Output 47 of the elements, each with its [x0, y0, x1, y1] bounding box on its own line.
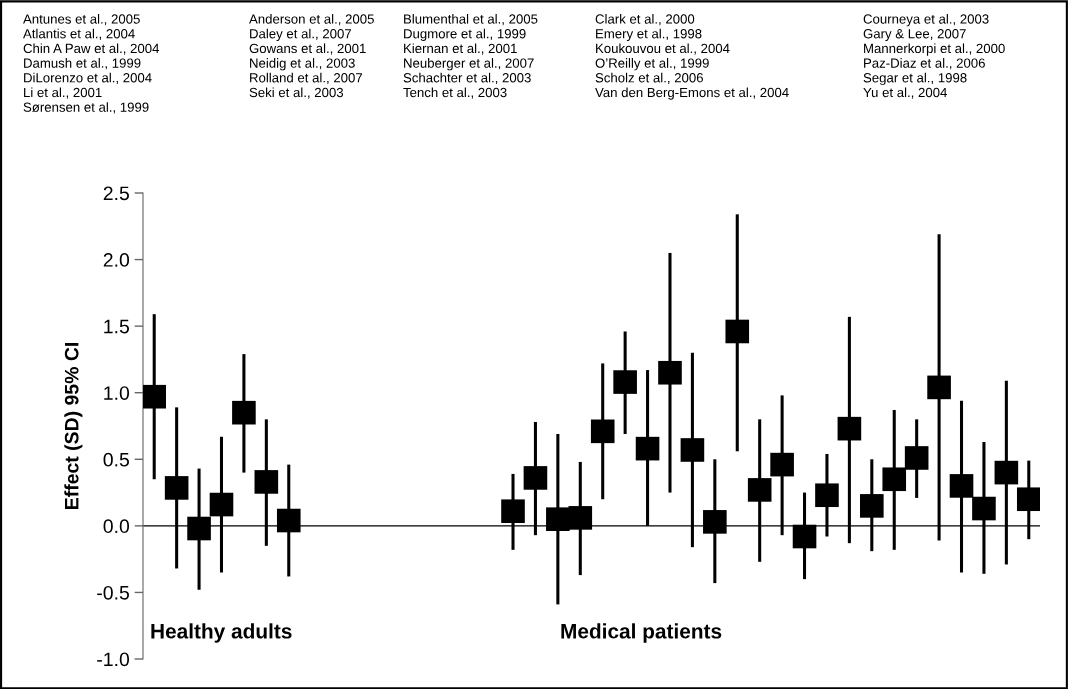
point [860, 494, 884, 518]
text: Courneya et al., 2003 Gary & Lee, 2007 Mannerkorpi et al., 2000 Paz-Diaz et al., 2006 Segar et al., 1998 Yu et al., 2004 [863, 14, 1005, 99]
point [590, 419, 615, 444]
point [546, 507, 570, 532]
point [949, 474, 974, 498]
y-tick-label: 2.0 [103, 253, 130, 267]
point [904, 446, 929, 470]
y-tick-label: -1.0 [97, 652, 130, 667]
point [994, 460, 1019, 485]
y-tick-label: 2.5 [103, 186, 129, 201]
y-tick-label: 1.5 [104, 319, 129, 334]
point [164, 476, 189, 500]
y-tick-label: -0.5 [97, 585, 129, 600]
point [725, 319, 750, 344]
point [1016, 487, 1040, 512]
y-tick-label: 1.0 [104, 386, 130, 400]
point [635, 436, 660, 461]
point [770, 452, 794, 477]
point [613, 370, 637, 394]
point [276, 508, 301, 533]
annotation: Healthy adults [151, 623, 292, 643]
point [658, 360, 682, 385]
point [747, 478, 772, 502]
point [254, 470, 279, 494]
annotation: Medical patients [561, 623, 722, 643]
point [501, 499, 525, 524]
point [523, 466, 548, 490]
text: Blumenthal et al., 2005 Dugmore et al., 1999 Kiernan et al., 2001 Neuberger et al., 2007 Schachter et al., 2003 Tench et al., 2003 [403, 14, 538, 99]
text: Antunes et al., 2005 Atlantis et al., 2004 Chin A Paw et al., 2004 Damush et al., 1999 DiLorenzo et al., 2004 Li et al., 2001 Sørensen et al., 1999 [23, 14, 160, 114]
point [232, 400, 256, 425]
point [703, 510, 727, 534]
point [209, 492, 234, 517]
y-tick-label: 0.5 [103, 452, 129, 467]
point [680, 438, 705, 462]
point [187, 516, 211, 541]
point [143, 384, 167, 409]
point [972, 496, 996, 521]
point [927, 375, 951, 400]
point [882, 467, 907, 492]
point [837, 416, 862, 441]
text: Clark et al., 2000 Emery et al., 1998 Koukouvou et al., 2004 O’Reilly et al., 1999 Scholz et al., 2006 Van den Berg-Emons et al., 2004 [595, 14, 789, 100]
text: Anderson et al., 2005 Daley et al., 2007 Gowans et al., 2001 Neidig et al., 2003 Rolland et al., 2007 Seki et al., 2003 [249, 14, 374, 99]
point [792, 524, 817, 549]
point [815, 483, 839, 508]
y-tick-label: 0.0 [103, 519, 130, 534]
point [568, 506, 593, 530]
y-axis-title: Effect (SD) 95% CI [64, 343, 83, 509]
